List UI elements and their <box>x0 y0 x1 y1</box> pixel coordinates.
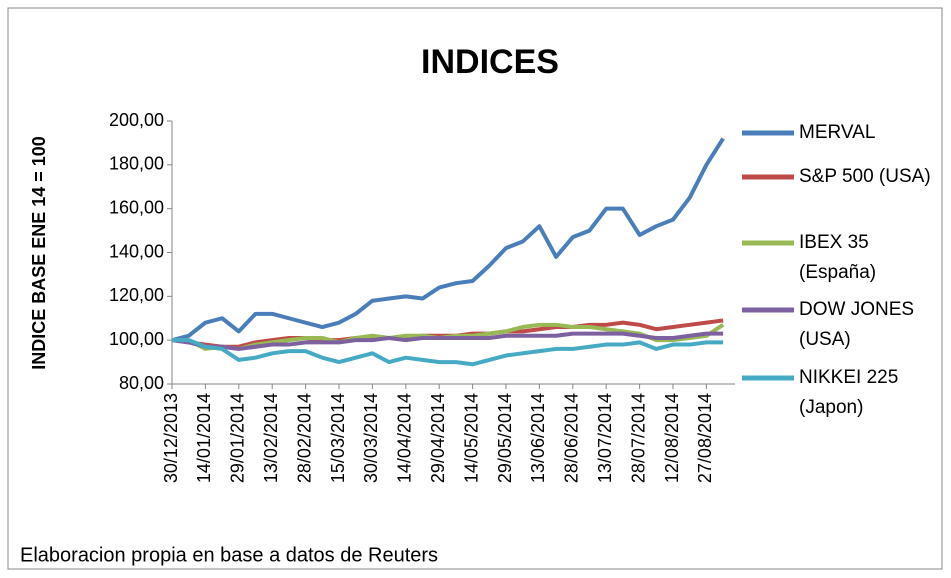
legend-label: MERVAL <box>799 122 876 143</box>
y-tick-label: 80,00 <box>119 373 164 393</box>
y-tick-label: 120,00 <box>109 285 164 305</box>
x-tick-label: 14/01/2014 <box>194 393 214 483</box>
y-tick-label: 200,00 <box>109 110 164 130</box>
source-note: Elaboracion propia en base a datos de Re… <box>20 544 438 566</box>
x-tick-label: 28/02/2014 <box>294 393 314 483</box>
x-tick-label: 14/05/2014 <box>461 393 481 483</box>
chart-title: INDICES <box>421 43 559 81</box>
x-tick-label: 13/02/2014 <box>261 393 281 483</box>
y-tick-label: 140,00 <box>109 241 164 261</box>
x-tick-label: 29/04/2014 <box>428 393 448 483</box>
chart-border <box>7 7 943 570</box>
x-tick-label: 29/01/2014 <box>228 393 248 483</box>
x-tick-label: 28/07/2014 <box>628 393 648 483</box>
legend-label: S&P 500 (USA) <box>799 166 931 187</box>
x-tick-label: 14/04/2014 <box>395 393 415 483</box>
series-line <box>171 331 724 351</box>
y-tick-label: 160,00 <box>109 197 164 217</box>
y-tick-label: 180,00 <box>109 154 164 174</box>
x-tick-label: 30/03/2014 <box>361 393 381 483</box>
legend-label: IBEX 35 (España) <box>799 232 877 283</box>
legend-label: DOW JONES (USA) <box>799 299 915 350</box>
series-line <box>172 338 724 367</box>
series-line <box>171 137 725 343</box>
y-axis-label: INDICE BASE ENE 14 = 100 <box>29 136 49 370</box>
x-tick-label: 12/08/2014 <box>662 393 682 483</box>
x-tick-label: 29/05/2014 <box>495 393 515 483</box>
x-tick-label: 27/08/2014 <box>695 393 715 483</box>
x-tick-label: 28/06/2014 <box>562 393 582 483</box>
x-tick-label: 13/06/2014 <box>528 393 548 483</box>
legend-label: NIKKEI 225 (Japon) <box>799 367 899 418</box>
x-tick-label: 15/03/2014 <box>328 393 348 483</box>
x-tick-label: 30/12/2013 <box>161 393 181 483</box>
y-tick-label: 100,00 <box>109 329 164 349</box>
x-tick-label: 13/07/2014 <box>595 393 615 483</box>
